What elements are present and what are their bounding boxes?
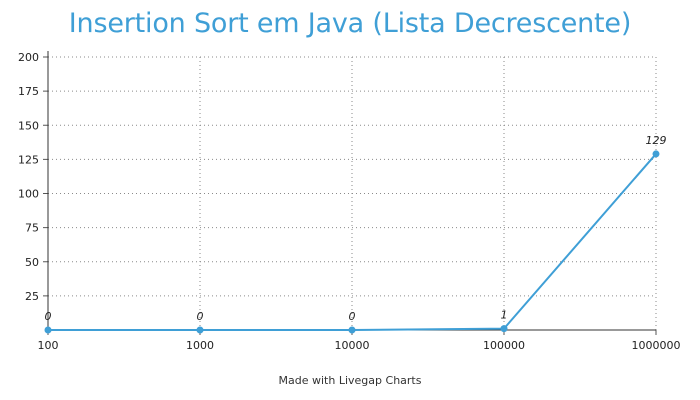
y-tick-label: 175 (18, 85, 39, 98)
x-tick-label: 100 (38, 339, 59, 352)
credit-text: Made with Livegap Charts (278, 374, 422, 387)
data-label: 0 (349, 310, 356, 323)
data-label: 129 (646, 134, 667, 147)
data-point (652, 150, 660, 158)
series-layer (44, 150, 660, 334)
y-tick-label: 25 (25, 290, 39, 303)
x-tick-label: 10000 (335, 339, 370, 352)
data-point (44, 326, 52, 334)
y-tick-label: 150 (18, 119, 39, 132)
data-label: 1 (501, 309, 508, 322)
y-tick-label: 50 (25, 256, 39, 269)
chart-title: Insertion Sort em Java (Lista Decrescent… (68, 8, 632, 39)
data-point (348, 326, 356, 334)
data-point (500, 325, 508, 333)
y-tick-label: 75 (25, 222, 39, 235)
y-tick-label: 125 (18, 153, 39, 166)
y-tick-label: 200 (18, 51, 39, 64)
x-tick-label: 1000000 (632, 339, 681, 352)
data-label: 0 (45, 310, 52, 323)
grid-layer (47, 56, 657, 330)
data-label: 0 (197, 310, 204, 323)
x-tick-label: 100000 (483, 339, 525, 352)
data-point (196, 326, 204, 334)
x-tick-label: 1000 (186, 339, 214, 352)
data-label-layer: 0 0 0 1 129 (45, 134, 667, 323)
y-tick-label: 100 (18, 188, 39, 201)
